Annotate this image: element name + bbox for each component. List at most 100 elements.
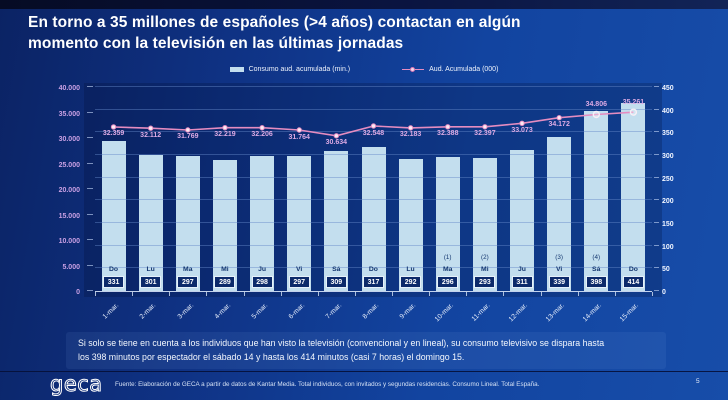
x-axis-labels: 1-mar. 2-mar. 3-mar. 4-mar. 5-mar. 6-mar. 7-ma… — [95, 297, 652, 337]
y-axis-label-right: 50 — [662, 266, 670, 274]
y-axis-label-right: 400 — [662, 107, 674, 115]
y-axis-label-right: 300 — [662, 153, 674, 160]
bar-value-box: 331 — [103, 276, 125, 288]
bar-value-box: 289 — [214, 276, 236, 288]
x-axis-tick — [95, 292, 96, 296]
title-line-1: En torno a 35 millones de españoles (>4 … — [28, 14, 521, 31]
x-axis-tick — [354, 292, 356, 296]
x-axis-tick — [317, 292, 319, 296]
line-value-label: 31.769 — [177, 133, 199, 141]
day-label: Ju — [258, 266, 266, 273]
x-axis-tick — [132, 292, 134, 296]
footnote-marker: (1) — [443, 254, 452, 261]
x-axis-label: 11-mar. — [470, 302, 492, 323]
y-axis-tick-right — [654, 244, 659, 246]
line-marker — [222, 124, 228, 131]
y-axis-label-left: 0 — [76, 289, 80, 296]
y-axis-label-right: 450 — [662, 85, 674, 92]
gridline — [95, 222, 652, 223]
source-text: Fuente: Elaboración de GECA a partir de … — [115, 381, 540, 388]
day-label: Mi — [481, 266, 489, 273]
y-axis-label-right: 150 — [662, 221, 674, 228]
line-marker — [296, 127, 302, 133]
x-axis-label: 4-mar. — [213, 302, 232, 321]
bar-value-box: 297 — [177, 276, 199, 288]
footer-divider — [0, 371, 728, 372]
note-line-2: los 398 minutos por espectador el sábado… — [78, 352, 465, 362]
page-number: 5 — [696, 378, 700, 385]
geca-logo-text: geca — [50, 372, 103, 396]
y-axis-label-left: 30.000 — [58, 136, 80, 143]
bar-value-box: 292 — [400, 276, 422, 288]
x-axis-label: 1-mar. — [101, 302, 121, 321]
legend-line-label: Aud. Acumulada (000) — [429, 66, 499, 73]
bar-value-box: 298 — [251, 276, 273, 288]
x-axis-tick — [280, 292, 282, 296]
y-axis-label-right: 350 — [662, 130, 674, 138]
title-line-2: momento con la televisión en las últimas… — [28, 35, 404, 53]
y-axis-label-left: 10.000 — [58, 238, 80, 245]
line-value-label: 32.388 — [437, 130, 459, 138]
line-marker — [259, 125, 265, 131]
y-axis-tick-right — [654, 176, 659, 178]
line-marker — [185, 127, 191, 133]
page-title: En torno a 35 millones de españoles (>4 … — [28, 12, 668, 55]
bar-value-box: 309 — [325, 276, 347, 288]
bar — [175, 156, 200, 291]
bar — [584, 110, 609, 291]
y-axis-tick-left — [87, 188, 93, 189]
day-label: Vi — [296, 266, 303, 273]
bar — [361, 147, 386, 291]
line-value-label: 32.112 — [140, 131, 162, 139]
line-marker — [556, 115, 562, 121]
gridline — [95, 267, 652, 269]
bar — [101, 140, 126, 291]
line-value-label: 32.183 — [399, 131, 422, 139]
x-axis-label: 6-mar. — [287, 302, 307, 321]
line-value-label: 30.634 — [325, 139, 348, 147]
line-value-label: 34.172 — [548, 121, 570, 129]
day-label: Do — [628, 266, 638, 273]
y-axis-label-left: 15.000 — [58, 212, 80, 220]
bar — [138, 154, 163, 291]
x-axis-label: 3-mar. — [176, 302, 195, 321]
y-axis-label-right: 200 — [662, 198, 674, 206]
gridline — [95, 244, 652, 246]
y-axis-tick-left — [87, 137, 93, 138]
line-marker — [629, 108, 638, 116]
line-marker — [110, 124, 117, 130]
day-label: Sá — [332, 266, 341, 273]
x-axis-tick — [206, 292, 208, 296]
line-marker — [482, 124, 488, 130]
bar-value-box: 301 — [140, 276, 162, 288]
y-axis-tick-right — [654, 222, 659, 223]
x-axis-tick — [392, 292, 394, 296]
y-axis-tick-left — [87, 111, 93, 113]
line-value-label: 32.548 — [362, 129, 385, 137]
y-axis-tick-left — [87, 86, 93, 87]
bar — [547, 137, 572, 291]
x-axis-tick — [614, 292, 616, 296]
y-axis-right: 0 50 100 150 200 250 300 350 400 450 — [662, 85, 692, 296]
top-accent-bar — [0, 0, 728, 9]
x-axis-tick — [503, 292, 505, 296]
day-label: Ma — [442, 266, 453, 273]
legend-bar-label: Consumo aud. acumulada (min.) — [248, 66, 351, 73]
x-axis-label: 7-mar. — [324, 302, 344, 321]
y-axis-tick-right — [654, 199, 659, 201]
day-label: Sá — [592, 266, 601, 273]
line-marker — [592, 110, 600, 119]
line-value-label: 34.806 — [585, 101, 607, 109]
day-label: Do — [108, 266, 119, 273]
line-marker — [445, 124, 451, 130]
line-value-label: 31.764 — [288, 133, 310, 141]
gridline — [95, 199, 652, 201]
day-label: Ju — [517, 266, 526, 273]
gridline — [95, 154, 652, 155]
bar-value-box: 296 — [437, 276, 459, 288]
y-axis-label-left: 35.000 — [58, 110, 80, 118]
bar-value-box: 398 — [585, 276, 607, 288]
y-axis-label-left: 25.000 — [58, 161, 80, 169]
y-axis-tick-left — [87, 264, 93, 266]
